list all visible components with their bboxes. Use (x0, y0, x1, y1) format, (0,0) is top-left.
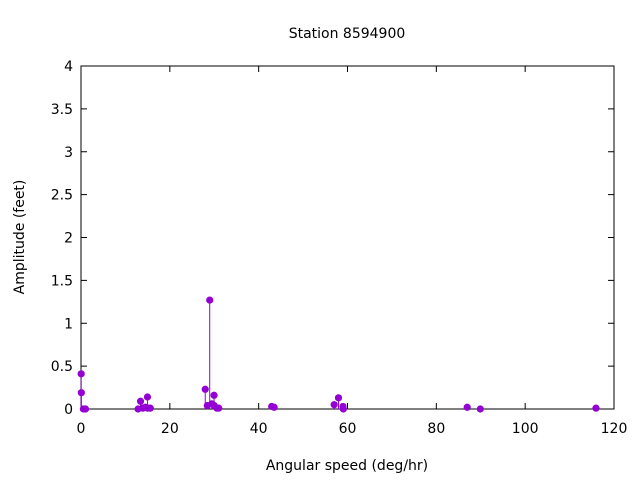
x-tick-label: 60 (339, 421, 357, 437)
data-point (77, 389, 85, 397)
x-tick-label: 80 (427, 421, 445, 437)
y-tick-label: 3.5 (51, 102, 73, 118)
data-point (77, 370, 85, 378)
data-point (81, 405, 90, 413)
x-tick-label: 0 (77, 421, 86, 437)
y-tick-label: 2 (64, 231, 73, 247)
data-point (215, 404, 223, 412)
data-point (206, 296, 214, 304)
data-point (210, 391, 218, 399)
data-point (143, 393, 152, 401)
data-point (136, 397, 145, 405)
data-point (463, 403, 471, 411)
x-tick-label: 100 (512, 421, 539, 437)
data-point (201, 385, 209, 393)
y-tick-label: 1 (64, 316, 73, 332)
data-point (270, 403, 278, 411)
x-tick-label: 20 (161, 421, 179, 437)
x-tick-label: 40 (250, 421, 268, 437)
y-tick-label: 4 (64, 59, 73, 75)
y-axis-label: Amplitude (feet) (12, 180, 28, 295)
data-point (330, 401, 338, 409)
y-tick-label: 1.5 (51, 273, 73, 289)
data-point (146, 404, 154, 412)
plot-frame (80, 65, 615, 410)
y-tick-label: 0 (64, 402, 73, 418)
y-tick-label: 3 (64, 145, 73, 161)
data-point (339, 405, 347, 413)
data-point (476, 405, 484, 413)
x-tick-label: 120 (601, 421, 628, 437)
x-axis-label: Angular speed (deg/hr) (266, 458, 428, 474)
chart-title: Station 8594900 (289, 26, 406, 42)
data-point (334, 394, 343, 402)
data-point (592, 404, 600, 412)
y-tick-label: 0.5 (51, 359, 73, 375)
y-tick-label: 2.5 (51, 188, 73, 204)
